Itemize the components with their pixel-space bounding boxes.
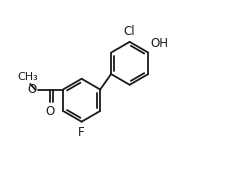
Text: OH: OH (150, 37, 168, 49)
Text: O: O (45, 105, 55, 118)
Text: F: F (78, 126, 85, 139)
Text: CH₃: CH₃ (18, 72, 38, 82)
Text: O: O (27, 83, 36, 96)
Text: Cl: Cl (123, 25, 135, 38)
